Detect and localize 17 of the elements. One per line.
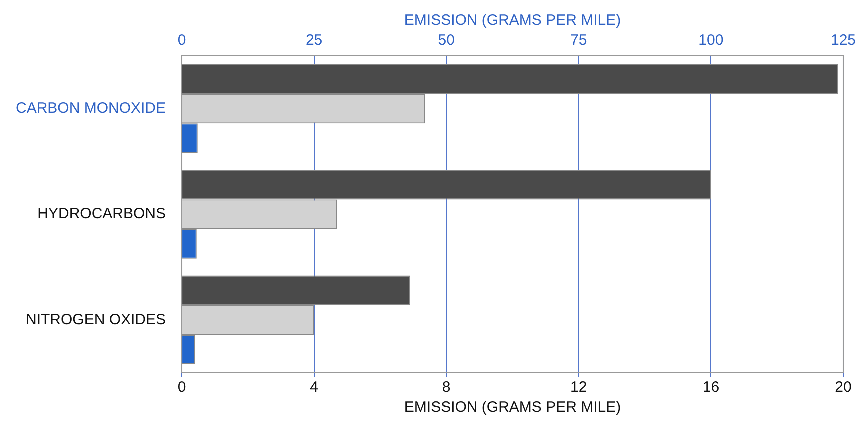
x2-tick-label: 125: [830, 32, 856, 50]
x2-tick-label: 25: [306, 32, 323, 50]
x2-axis-title: EMISSION (GRAMS PER MILE): [404, 12, 622, 30]
x2-tick-label: 0: [178, 32, 186, 50]
x-tick-label: 12: [570, 379, 588, 396]
y-tick-label: CARBON MONOXIDE: [16, 100, 166, 117]
y-tick-label: NITROGEN OXIDES: [26, 311, 166, 328]
x-tick-label: 16: [702, 379, 720, 396]
x2-tick-label: 50: [438, 32, 455, 50]
x-tick-label: 8: [442, 379, 451, 396]
x-axis-title: EMISSION (GRAMS PER MILE): [404, 399, 622, 416]
x2-tick-label: 100: [698, 32, 724, 50]
x-tick-label: 4: [310, 379, 318, 396]
x-tick-label: 0: [178, 379, 186, 396]
x2-tick-label: 75: [570, 32, 588, 50]
y-tick-label: HYDROCARBONS: [38, 206, 166, 223]
x-tick-label: 20: [835, 379, 852, 396]
